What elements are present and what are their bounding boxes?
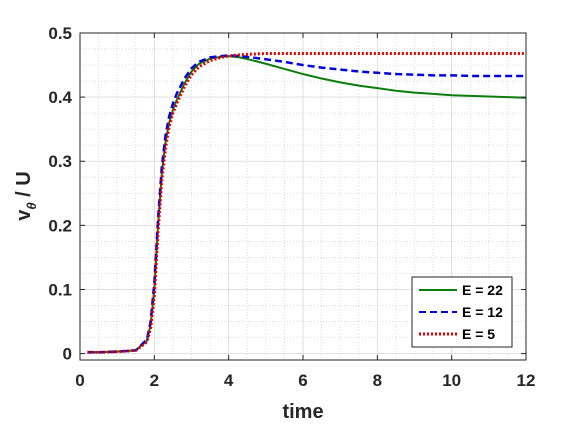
legend-label-e22: E = 22 [462, 282, 503, 298]
y-tick-label: 0.4 [48, 88, 72, 107]
y-tick-label: 0 [63, 345, 72, 364]
y-axis-label-main: v [13, 209, 35, 221]
series-line-1 [87, 54, 526, 354]
x-tick-label: 4 [224, 371, 234, 390]
y-axis-label-subscript: θ [24, 202, 39, 209]
x-tick-label: 6 [298, 371, 307, 390]
legend-label-e12: E = 12 [462, 304, 503, 320]
legend: E = 22 E = 12 E = 5 [411, 276, 513, 348]
svg-text:vθ / U: vθ / U [13, 171, 39, 221]
y-tick-label: 0.2 [48, 216, 72, 235]
y-tick-label: 0.1 [48, 280, 72, 299]
y-tick-label: 0.5 [48, 24, 72, 43]
y-axis-label-tail: / U [13, 171, 35, 202]
series-layer [87, 52, 527, 354]
legend-label-e5: E = 5 [462, 326, 495, 342]
y-tick-label: 0.3 [48, 152, 72, 171]
x-tick-labels: 0 2 4 6 8 10 12 [75, 371, 535, 390]
x-axis-label: time [282, 401, 323, 423]
y-tick-labels: 0 0.1 0.2 0.3 0.4 0.5 [48, 24, 72, 364]
y-axis-label: vθ / U [13, 171, 39, 221]
series-line-2 [87, 52, 526, 354]
x-tick-label: 12 [517, 371, 536, 390]
x-tick-label: 2 [150, 371, 159, 390]
x-tick-label: 10 [442, 371, 461, 390]
x-tick-label: 8 [373, 371, 382, 390]
axis-ticks [79, 32, 527, 360]
x-tick-label: 0 [75, 371, 84, 390]
